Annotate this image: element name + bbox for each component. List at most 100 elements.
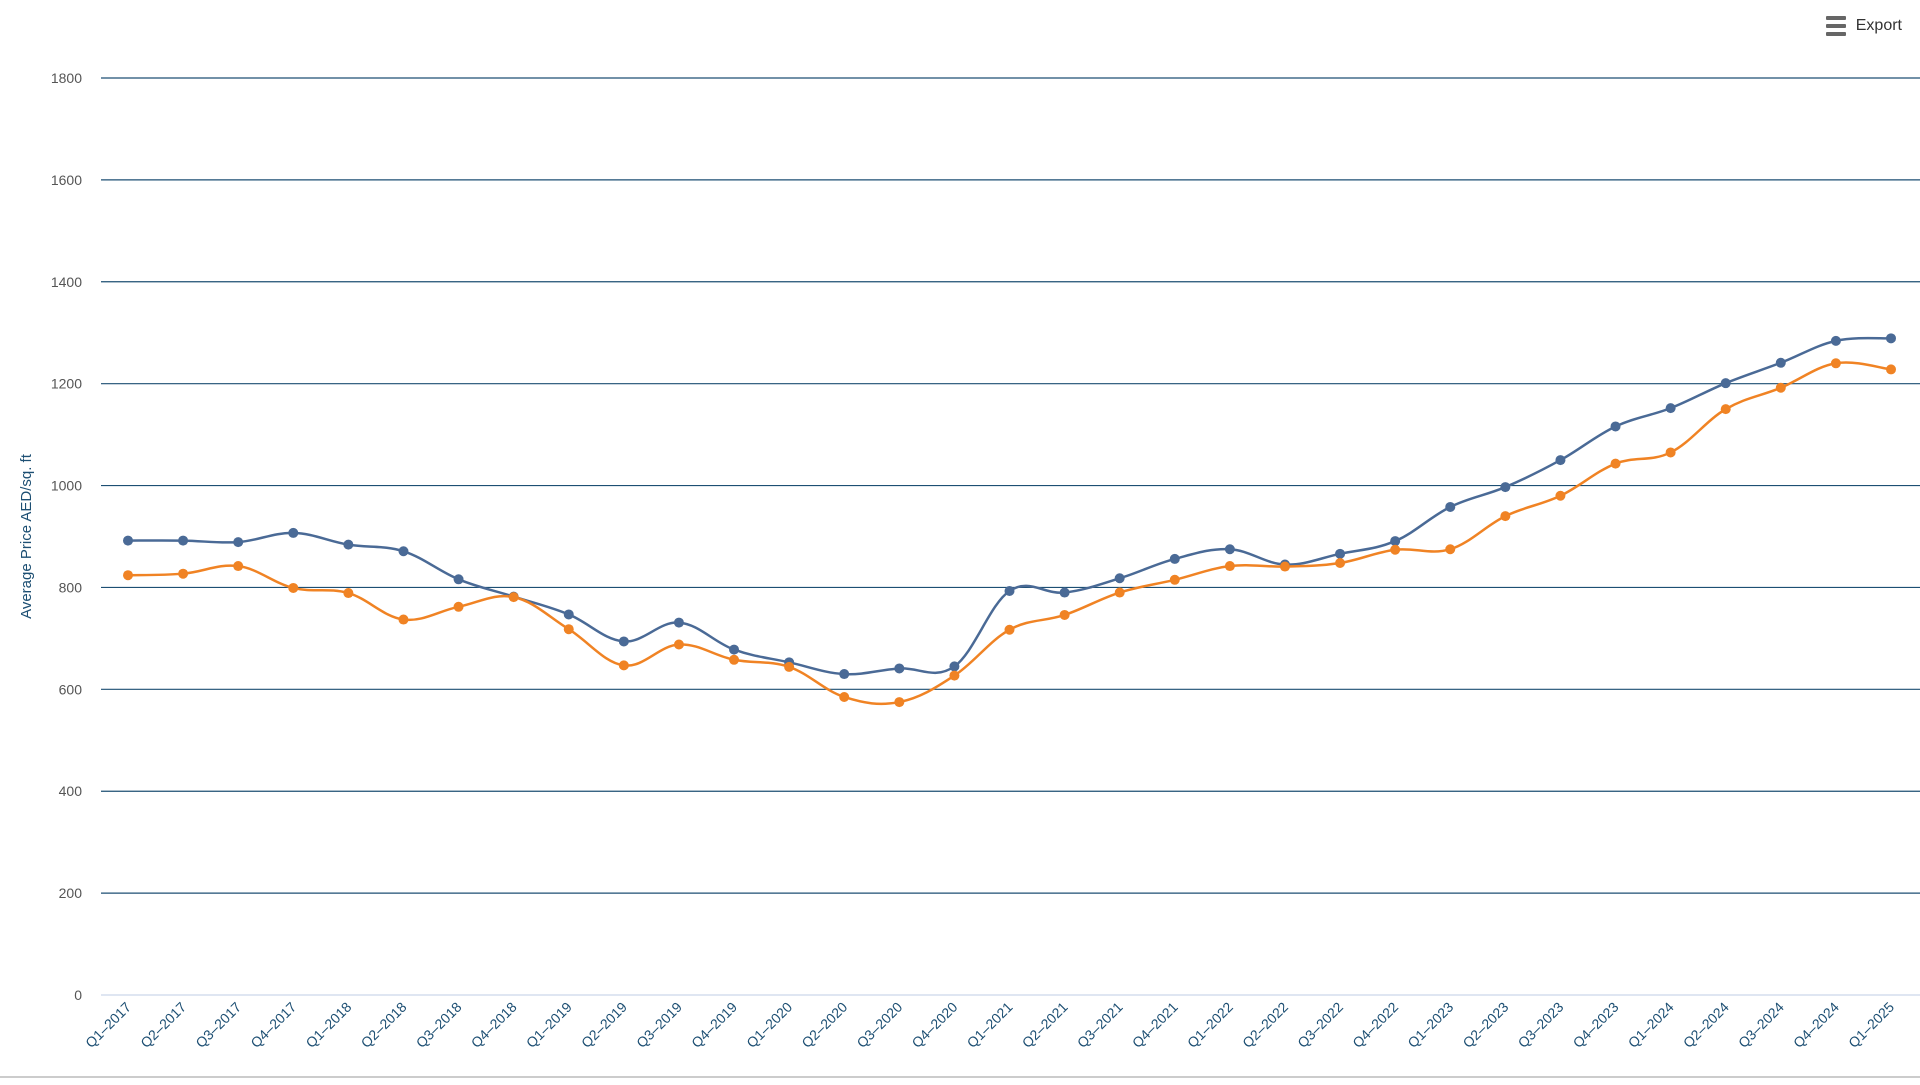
x-tick-label: Q1–2019 [523,999,575,1051]
data-point-1 [1830,335,1841,346]
x-tick-label: Q1–2025 [1845,999,1897,1051]
data-point-2 [178,568,189,579]
x-tick-label: Q3–2020 [853,999,905,1051]
x-tick-label: Q3–2023 [1515,999,1567,1051]
data-point-1 [343,539,354,550]
data-point-2 [1555,490,1566,501]
series-line-2 [127,361,1892,706]
x-tick-label: Q4–2019 [688,999,740,1051]
data-point-1 [1665,403,1676,414]
x-tick-label: Q4–2023 [1570,999,1622,1051]
y-tick-label: 1600 [51,172,82,188]
data-point-1 [1224,544,1235,555]
x-tick-label: Q4–2024 [1790,999,1842,1051]
data-point-2 [839,691,850,702]
x-tick-label: Q2–2020 [798,999,850,1051]
data-point-2 [563,624,574,635]
data-point-2 [949,670,960,681]
x-tick-label: Q1–2020 [743,999,795,1051]
data-point-1 [1004,586,1015,597]
x-tick-label: Q3–2017 [192,999,244,1051]
data-point-2 [123,570,133,581]
data-point-1 [618,636,629,647]
data-point-2 [1224,561,1235,572]
export-label: Export [1855,17,1902,34]
x-tick-label: Q1–2023 [1404,999,1456,1051]
data-point-2 [1390,544,1401,555]
data-point-1 [729,644,740,655]
data-point-2 [1610,458,1621,469]
y-tick-label: 1200 [51,376,82,392]
data-point-2 [1279,561,1290,572]
data-point-2 [1059,609,1070,620]
data-point-1 [1445,501,1456,512]
data-point-2 [1830,358,1841,369]
data-point-2 [673,639,684,650]
y-tick-label: 800 [59,579,83,595]
data-point-1 [178,535,189,546]
x-tick-label: Q1–2018 [302,999,354,1051]
data-point-2 [784,661,795,672]
data-point-2 [729,654,740,665]
data-point-1 [233,537,244,548]
data-point-2 [618,660,629,671]
data-point-2 [894,697,905,708]
x-tick-label: Q4–2022 [1349,999,1401,1051]
data-point-2 [1500,511,1511,522]
data-point-2 [1445,544,1456,555]
y-tick-label: 1800 [51,70,82,86]
x-tick-label: Q4–2018 [468,999,520,1051]
data-point-2 [288,582,299,593]
y-tick-label: 1000 [51,478,82,494]
data-point-1 [1886,333,1896,344]
y-tick-label: 600 [59,681,83,697]
data-point-1 [398,546,409,557]
data-point-1 [1059,587,1070,598]
data-point-1 [1169,553,1180,564]
y-axis-title: Average Price AED/sq. ft [18,453,35,619]
x-tick-label: Q2–2022 [1239,999,1291,1051]
data-point-1 [1114,573,1125,584]
x-tick-label: Q2–2024 [1680,999,1732,1051]
data-point-1 [949,661,960,672]
data-point-1 [1500,482,1511,493]
data-point-1 [453,574,464,585]
menu-icon [1825,16,1846,36]
series-line-1 [127,336,1892,676]
x-tick-label: Q2–2023 [1459,999,1511,1051]
export-button[interactable]: Export [1825,16,1902,36]
data-point-1 [123,535,133,546]
data-point-1 [894,663,905,674]
x-tick-label: Q2–2017 [137,999,189,1051]
x-tick-label: Q4–2017 [247,999,299,1051]
x-tick-label: Q2–2021 [1019,999,1071,1051]
data-point-1 [1335,548,1346,559]
data-point-2 [1720,404,1731,415]
x-tick-label: Q3–2021 [1074,999,1126,1051]
x-tick-label: Q3–2024 [1735,999,1787,1051]
data-point-2 [508,592,519,603]
x-tick-label: Q3–2018 [413,999,465,1051]
data-point-2 [1114,587,1125,598]
data-point-1 [839,669,850,680]
x-tick-label: Q2–2018 [358,999,410,1051]
data-point-1 [673,617,684,628]
data-point-2 [1775,382,1786,393]
y-tick-label: 0 [74,987,82,1003]
y-tick-label: 200 [59,885,83,901]
data-point-2 [233,561,244,572]
x-tick-label: Q3–2022 [1294,999,1346,1051]
x-tick-label: Q1–2021 [964,999,1016,1051]
data-point-1 [1775,357,1786,368]
data-point-2 [1004,624,1015,635]
data-point-1 [288,527,299,538]
data-point-1 [1555,455,1566,466]
data-point-2 [1335,557,1346,568]
data-point-1 [563,609,574,620]
data-point-2 [1886,364,1896,375]
data-point-2 [1665,447,1676,458]
x-tick-label: Q1–2017 [82,999,134,1051]
x-tick-label: Q2–2019 [578,999,630,1051]
